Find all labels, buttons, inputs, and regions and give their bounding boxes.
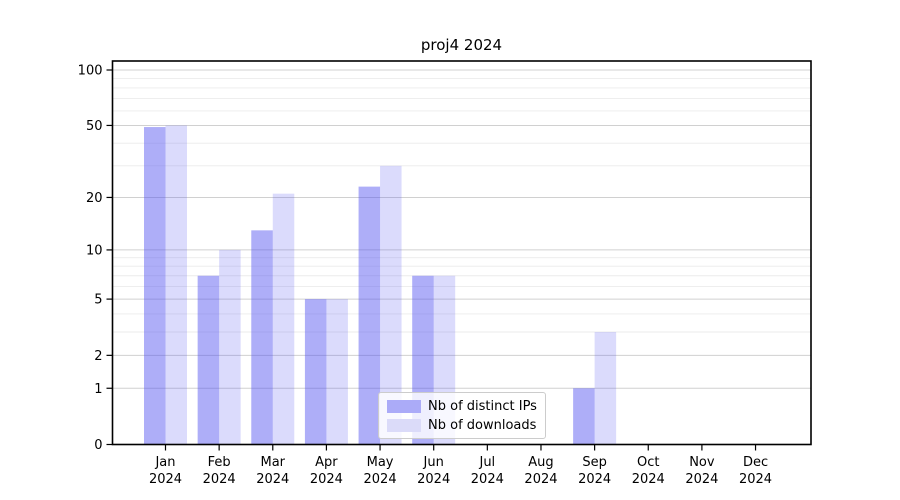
- x-tick-label-year: 2024: [203, 472, 236, 487]
- y-tick-label: 5: [94, 293, 102, 308]
- legend: Nb of distinct IPs Nb of downloads: [378, 392, 546, 439]
- x-tick-label-month: Jun: [423, 455, 444, 470]
- x-tick-label-year: 2024: [578, 472, 611, 487]
- legend-label-downloads: Nb of downloads: [428, 417, 537, 433]
- bar-distinct-ips-jan: [144, 127, 166, 445]
- legend-item-distinct-ips: Nb of distinct IPs: [387, 398, 537, 414]
- x-tick-label-year: 2024: [149, 472, 182, 487]
- x-tick-label-year: 2024: [632, 472, 665, 487]
- x-tick-label-month: Mar: [261, 455, 286, 470]
- x-tick-label-month: Dec: [743, 455, 768, 470]
- bar-downloads-mar: [272, 193, 295, 445]
- x-tick-label-year: 2024: [524, 472, 557, 487]
- x-tick-label-month: Oct: [637, 455, 659, 470]
- y-tick-label: 0: [94, 438, 102, 453]
- y-tick-label: 10: [86, 243, 103, 258]
- x-tick-label-month: Apr: [315, 455, 338, 470]
- bar-downloads-feb: [219, 249, 241, 445]
- x-tick-label-month: Jan: [154, 455, 175, 470]
- bar-downloads-sep: [594, 332, 617, 445]
- legend-label-distinct-ips: Nb of distinct IPs: [428, 398, 537, 414]
- bar-distinct-ips-feb: [197, 275, 220, 445]
- bar-distinct-ips-apr: [304, 299, 327, 445]
- y-tick-label: 50: [86, 119, 103, 134]
- bar-downloads-may: [380, 165, 402, 445]
- x-tick-label-month: Nov: [689, 455, 715, 470]
- legend-swatch-downloads: [387, 418, 421, 432]
- y-tick-label: 1: [94, 382, 102, 397]
- legend-item-downloads: Nb of downloads: [387, 417, 537, 433]
- x-tick-label-month: May: [367, 455, 394, 470]
- x-tick-label-year: 2024: [739, 472, 772, 487]
- chart-title: proj4 2024: [420, 36, 503, 54]
- x-tick-label-month: Jul: [478, 455, 495, 470]
- bar-distinct-ips-sep: [573, 388, 595, 445]
- plot-border: [111, 60, 812, 446]
- x-tick-label-month: Sep: [582, 455, 607, 470]
- bar-downloads-apr: [326, 299, 348, 445]
- x-tick-label-month: Feb: [208, 455, 231, 470]
- x-tick-label-year: 2024: [364, 472, 397, 487]
- bar-distinct-ips-may: [358, 186, 381, 445]
- legend-swatch-distinct-ips: [387, 399, 421, 413]
- y-tick-label: 20: [86, 191, 103, 206]
- x-tick-label-year: 2024: [685, 472, 718, 487]
- x-tick-label-year: 2024: [417, 472, 450, 487]
- x-tick-label-year: 2024: [471, 472, 504, 487]
- x-tick-label-month: Aug: [528, 455, 553, 470]
- x-tick-label-year: 2024: [310, 472, 343, 487]
- bar-downloads-jan: [165, 125, 187, 445]
- bar-distinct-ips-mar: [251, 230, 273, 445]
- y-tick-label: 2: [94, 349, 102, 364]
- y-tick-label: 100: [78, 64, 103, 79]
- x-tick-label-year: 2024: [256, 472, 289, 487]
